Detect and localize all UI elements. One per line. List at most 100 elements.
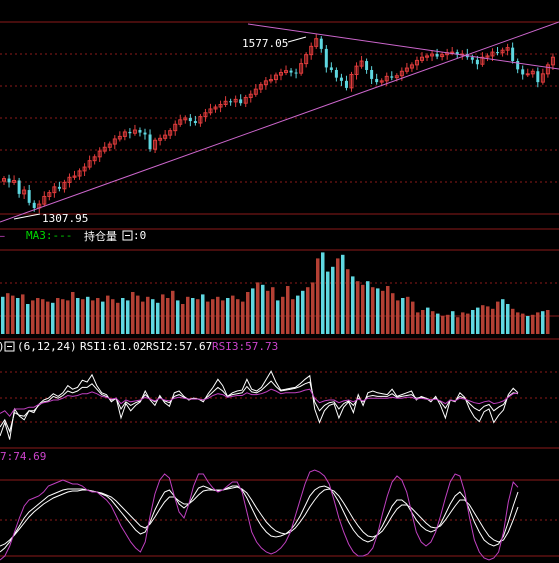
line-d: [0, 486, 519, 547]
volume-bar: [36, 298, 40, 334]
line-j: [0, 469, 519, 561]
volume-bar: [146, 296, 150, 334]
candle-body: [107, 143, 112, 148]
volume-bar: [176, 300, 180, 334]
candle-body: [178, 119, 183, 125]
low-price-label: 1307.95: [42, 212, 88, 225]
candle-body: [490, 51, 495, 57]
candle-body: [425, 55, 430, 58]
volume-bar: [426, 307, 430, 334]
candle-body: [289, 70, 293, 73]
volume-bar: [101, 301, 105, 334]
candle-body: [404, 67, 409, 72]
candle-body: [440, 54, 445, 58]
candle-body: [284, 70, 289, 74]
candle-body: [339, 77, 343, 81]
volume-bar: [456, 317, 460, 334]
rsi-legend-rsi1: RSI1:61.02: [80, 340, 146, 353]
volume-bar: [326, 271, 330, 334]
candle-body: [138, 130, 142, 133]
volume-legend-value: :0: [133, 229, 146, 242]
resistance-trendline: [247, 23, 559, 70]
volume-bar: [226, 298, 230, 334]
minus-box-icon[interactable]: [122, 230, 133, 241]
volume-bar: [66, 300, 70, 334]
volume-bar: [361, 284, 365, 334]
candle-body: [198, 116, 203, 124]
volume-bar: [486, 306, 490, 334]
volume-bar: [211, 299, 215, 334]
candle-body: [550, 56, 555, 66]
candle-body: [57, 186, 61, 189]
candle-body: [536, 71, 540, 83]
line-rsi3: [0, 388, 519, 418]
volume-bar: [336, 258, 340, 334]
candle-body: [455, 52, 459, 55]
candle-body: [324, 48, 328, 68]
candle-body: [370, 69, 374, 79]
candle-body: [500, 49, 505, 54]
candle-body: [354, 65, 359, 75]
volume-bar: [16, 298, 20, 334]
volume-legend-ma3: MA3:---: [26, 229, 72, 242]
price-grid: [0, 21, 559, 215]
volume-bar: [26, 304, 30, 334]
candle-body: [77, 170, 82, 177]
candle-body: [511, 47, 515, 62]
volume-bar: [171, 290, 175, 334]
candle-body: [112, 138, 117, 145]
volume-bar: [541, 311, 545, 334]
candle-body: [7, 178, 11, 183]
candle-body: [521, 69, 525, 75]
candle-body: [72, 175, 77, 178]
volume-bar: [141, 301, 145, 334]
candle-body: [97, 150, 102, 158]
candle-body: [319, 38, 323, 49]
candle-body: [213, 106, 218, 110]
candle-body: [42, 195, 47, 205]
high-label-leader: [287, 36, 307, 43]
volume-bar: [346, 269, 350, 334]
candle-body: [47, 192, 52, 197]
volume-bar: [521, 313, 525, 334]
candle-body: [163, 134, 168, 139]
candle-body: [132, 129, 137, 134]
volume-bar: [276, 300, 280, 334]
rsi-legend-params: (6,12,24): [17, 340, 77, 353]
candle-body: [17, 180, 21, 194]
volume-bar: [546, 310, 550, 334]
volume-bar: [201, 294, 205, 334]
candle-body: [168, 130, 173, 136]
volume-bar: [526, 316, 530, 334]
volume-legend-prefix: —: [0, 229, 5, 242]
volume-bar: [371, 287, 375, 334]
volume-bar: [461, 312, 465, 334]
candle-body: [223, 100, 228, 105]
volume-bar: [291, 299, 295, 334]
candle-body: [92, 156, 97, 162]
candle-body: [409, 64, 414, 69]
volume-bar: [306, 287, 310, 334]
volume-bar: [376, 288, 380, 334]
volume-bar: [196, 299, 200, 334]
volume-bar: [191, 298, 195, 334]
volume-bar: [501, 299, 505, 334]
candle-body: [248, 93, 253, 98]
candle-body: [349, 73, 354, 89]
candle-body: [485, 55, 490, 58]
candle-body: [239, 99, 243, 104]
minus-box-icon[interactable]: [4, 341, 15, 352]
candle-body: [158, 137, 163, 141]
candle-body: [430, 53, 435, 57]
volume-bar: [491, 308, 495, 334]
candle-body: [128, 131, 132, 134]
candle-body: [470, 57, 474, 60]
candle-body: [480, 56, 485, 65]
volume-bar: [181, 304, 185, 334]
volume-bar: [31, 300, 35, 334]
volume-bar: [351, 276, 355, 334]
candle-body: [309, 45, 314, 56]
candle-body: [143, 132, 147, 135]
kdj-lines: [0, 469, 519, 561]
